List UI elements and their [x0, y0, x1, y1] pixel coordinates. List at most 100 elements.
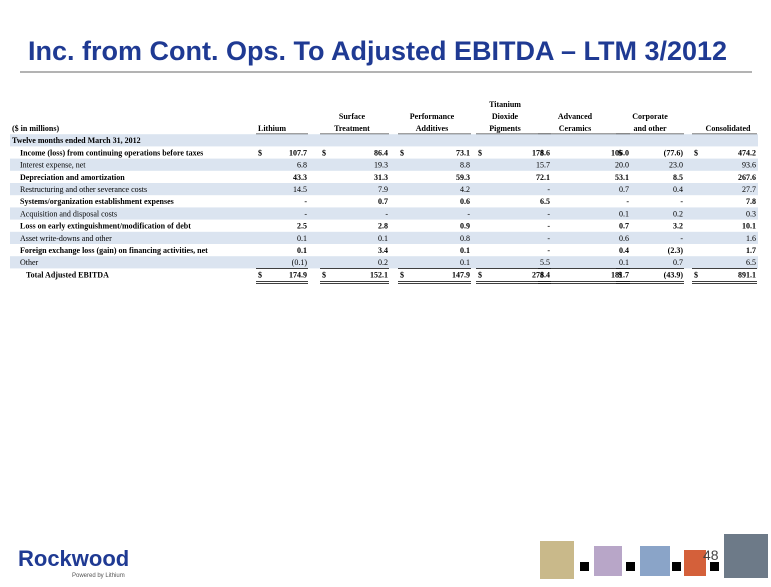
slide-title: Inc. from Cont. Ops. To Adjusted EBITDA …	[28, 36, 727, 66]
cell: 0.1	[460, 246, 470, 255]
section-label: Twelve months ended March 31, 2012	[12, 136, 141, 145]
thumb	[684, 550, 706, 576]
currency: $	[478, 270, 482, 279]
currency: $	[258, 270, 262, 279]
currency: $	[540, 148, 544, 157]
cell: -	[385, 209, 388, 218]
logo-tagline: Powered by Lithium	[72, 573, 125, 579]
total-cell: 174.9	[289, 270, 307, 279]
cell: -	[680, 197, 683, 206]
cell: 3.2	[673, 222, 683, 231]
cell: -	[547, 185, 550, 194]
total-cell: 181.7	[611, 270, 629, 279]
cell: 0.7	[619, 222, 629, 231]
column-header: Dioxide	[492, 112, 519, 121]
cell: 15.7	[536, 161, 550, 170]
total-cell: (43.9)	[664, 270, 684, 279]
currency: $	[258, 148, 262, 157]
row-label: Restructuring and other severance costs	[20, 185, 147, 194]
cell: -	[547, 209, 550, 218]
thumb	[724, 534, 768, 578]
cell: 107.7	[289, 148, 307, 157]
column-header: Additives	[416, 124, 448, 133]
cell: 4.2	[460, 185, 470, 194]
cell: 20.0	[615, 161, 629, 170]
currency: $	[540, 270, 544, 279]
row-label: Systems/organization establishment expen…	[20, 197, 174, 206]
cell: 0.3	[746, 209, 756, 218]
cell: 0.1	[619, 258, 629, 267]
cell: 267.6	[738, 173, 756, 182]
cell: 0.7	[673, 258, 683, 267]
currency: $	[694, 270, 698, 279]
row-label: Other	[20, 258, 39, 267]
row-label: Income (loss) from continuing operations…	[20, 148, 203, 157]
cell: 23.0	[669, 161, 683, 170]
cell: 1.6	[746, 234, 756, 243]
cell: 10.1	[742, 222, 756, 231]
column-header: Surface	[339, 112, 366, 121]
column-header: Advanced	[558, 112, 593, 121]
row-label: Foreign exchange loss (gain) on financin…	[20, 246, 208, 255]
cell: 6.5	[540, 197, 550, 206]
cell: 5.5	[540, 258, 550, 267]
cell: -	[467, 209, 470, 218]
column-header: and other	[633, 124, 667, 133]
cell: 7.8	[746, 197, 756, 206]
cell: 0.1	[460, 258, 470, 267]
row-band	[10, 158, 758, 171]
cell: 474.2	[738, 148, 756, 157]
row-label: Asset write-downs and other	[20, 234, 112, 243]
cell: 0.8	[460, 234, 470, 243]
row-band	[10, 134, 758, 147]
currency: $	[400, 270, 404, 279]
currency: $	[618, 270, 622, 279]
row-label: Acquisition and disposal costs	[20, 209, 117, 218]
row-label: Loss on early extinguishment/modificatio…	[20, 222, 191, 231]
thumb	[672, 562, 681, 571]
column-header: Consolidated	[706, 124, 751, 133]
row-band	[10, 231, 758, 244]
column-header: Treatment	[334, 124, 370, 133]
cell: 27.7	[742, 185, 756, 194]
cell: (77.6)	[664, 148, 684, 157]
cell: 0.9	[460, 222, 470, 231]
thumb	[580, 562, 589, 571]
row-label: Interest expense, net	[20, 161, 86, 170]
row-label: Depreciation and amortization	[20, 173, 125, 182]
cell: 2.5	[297, 222, 307, 231]
cell: 0.6	[460, 197, 470, 206]
cell: -	[304, 209, 307, 218]
cell: 19.3	[374, 161, 388, 170]
row-band	[10, 207, 758, 220]
cell: 53.1	[615, 173, 629, 182]
thumb	[640, 546, 670, 576]
cell: 0.4	[619, 246, 629, 255]
cell: 0.1	[378, 234, 388, 243]
cell: (2.3)	[668, 246, 684, 255]
cell: 8.5	[673, 173, 683, 182]
cell: 43.3	[293, 173, 307, 182]
total-cell: 891.1	[738, 270, 756, 279]
column-header: Ceramics	[559, 124, 591, 133]
thumb	[626, 562, 635, 571]
cell: 0.4	[673, 185, 683, 194]
cell: 8.8	[460, 161, 470, 170]
page-number: 48	[703, 547, 719, 563]
column-header: Titanium	[489, 100, 521, 109]
cell: -	[547, 222, 550, 231]
cell: 6.5	[746, 258, 756, 267]
footer-images	[540, 534, 768, 579]
column-header: Performance	[410, 112, 455, 121]
cell: 0.1	[619, 209, 629, 218]
cell: -	[626, 197, 629, 206]
cell: -	[304, 197, 307, 206]
cell: 0.6	[619, 234, 629, 243]
cell: 0.7	[378, 197, 388, 206]
logo: Rockwood	[18, 546, 129, 571]
cell: 106.0	[611, 148, 629, 157]
currency: $	[694, 148, 698, 157]
thumb	[594, 546, 622, 576]
row-band	[10, 183, 758, 196]
